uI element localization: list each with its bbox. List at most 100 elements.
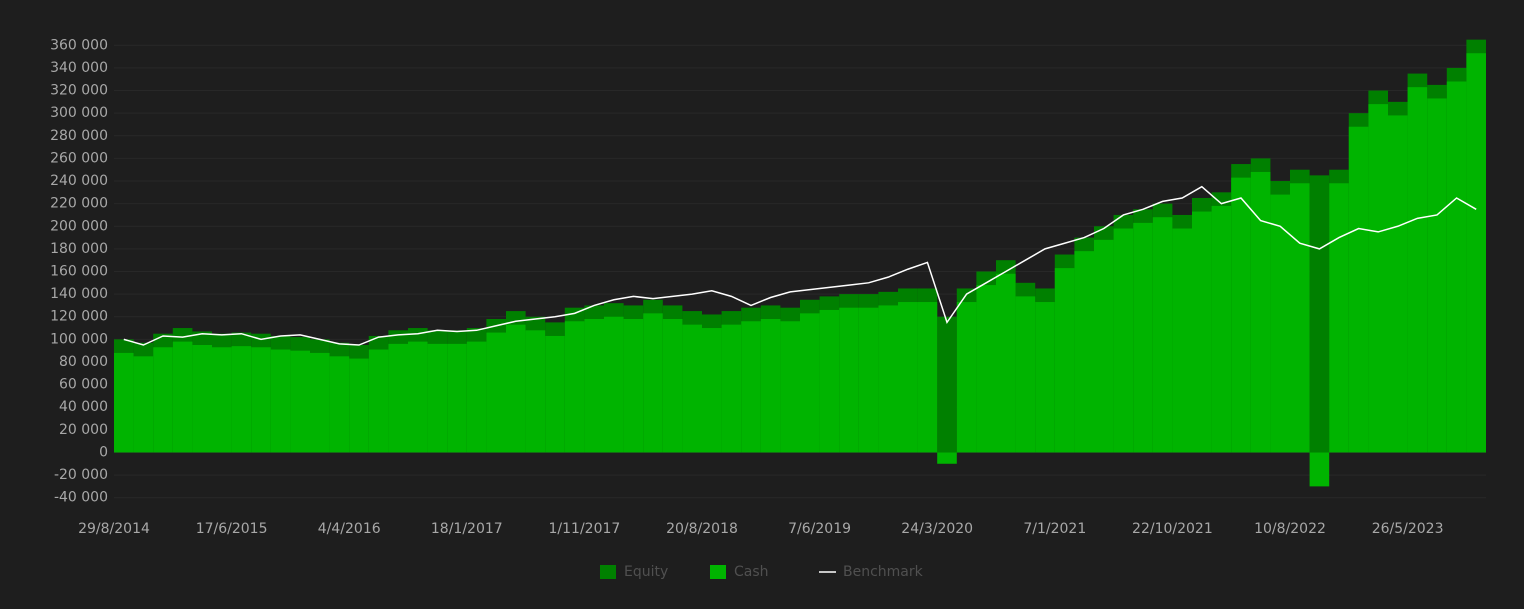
bar xyxy=(466,341,487,453)
bar xyxy=(721,324,742,453)
legend-swatch xyxy=(600,565,616,579)
bar xyxy=(898,302,918,453)
bar xyxy=(1172,228,1192,453)
bar xyxy=(1054,268,1075,453)
bar xyxy=(858,307,879,453)
bar xyxy=(1309,452,1330,487)
bar xyxy=(1250,171,1271,453)
bar xyxy=(780,321,800,453)
x-tick-label: 24/3/2020 xyxy=(901,521,973,537)
bar xyxy=(368,349,389,453)
y-tick-label: 20 000 xyxy=(59,422,108,438)
x-tick-label: 1/11/2017 xyxy=(549,521,621,537)
bar xyxy=(741,321,761,453)
y-tick-label: 120 000 xyxy=(50,309,108,325)
bar xyxy=(1270,194,1290,453)
y-tick-label: 100 000 xyxy=(50,331,108,347)
bar xyxy=(976,285,996,453)
bar xyxy=(878,305,898,453)
y-tick-label: 180 000 xyxy=(50,241,108,257)
bar xyxy=(917,302,938,453)
y-tick-label: -20 000 xyxy=(54,467,108,483)
x-tick-label: 7/6/2019 xyxy=(788,521,851,537)
y-tick-label: 280 000 xyxy=(50,128,108,144)
x-tick-label: 4/4/2016 xyxy=(318,521,381,537)
y-tick-label: 140 000 xyxy=(50,286,108,302)
bar xyxy=(1466,53,1486,453)
bar xyxy=(270,349,291,453)
bar xyxy=(172,341,193,453)
y-tick-label: 60 000 xyxy=(59,377,108,393)
bar xyxy=(1368,104,1388,453)
bar xyxy=(1407,87,1428,453)
bar xyxy=(212,347,232,453)
y-tick-label: 240 000 xyxy=(50,173,108,189)
y-tick-label: 200 000 xyxy=(50,218,108,234)
bar xyxy=(486,332,506,453)
bar xyxy=(662,319,683,453)
bar xyxy=(1231,177,1251,453)
bar xyxy=(1329,183,1349,453)
bar xyxy=(564,321,585,453)
y-tick-label: 340 000 xyxy=(50,60,108,76)
x-tick-label: 7/1/2021 xyxy=(1023,521,1086,537)
legend-label: Benchmark xyxy=(843,564,924,580)
bar xyxy=(133,356,154,453)
bar xyxy=(1427,98,1447,453)
x-tick-label: 26/5/2023 xyxy=(1372,521,1444,537)
bar xyxy=(1035,302,1055,453)
y-tick-label: 300 000 xyxy=(50,105,108,121)
y-tick-label: 260 000 xyxy=(50,150,108,166)
bar xyxy=(1015,296,1036,453)
bar xyxy=(956,302,977,453)
bar xyxy=(192,345,212,453)
legend-label: Equity xyxy=(624,564,668,580)
bar xyxy=(525,330,546,453)
y-tick-label: 360 000 xyxy=(50,37,108,53)
y-tick-label: 40 000 xyxy=(59,399,108,415)
bar xyxy=(427,343,448,453)
bar xyxy=(643,313,663,453)
line xyxy=(123,185,1477,346)
bar xyxy=(1074,251,1094,453)
legend-swatch xyxy=(710,565,726,579)
bar xyxy=(1192,211,1212,453)
bar xyxy=(1211,205,1232,453)
bar xyxy=(1094,239,1114,453)
bar xyxy=(1309,175,1330,453)
bar xyxy=(388,343,408,453)
bar xyxy=(800,313,820,453)
bar xyxy=(937,316,957,453)
y-tick-label: 160 000 xyxy=(50,264,108,280)
x-tick-label: 10/8/2022 xyxy=(1254,521,1326,537)
y-tick-label: 220 000 xyxy=(50,196,108,212)
bar xyxy=(584,319,604,453)
bar xyxy=(251,347,271,453)
y-tick-label: 80 000 xyxy=(59,354,108,370)
bar xyxy=(1113,228,1134,453)
bar xyxy=(839,307,859,453)
bar xyxy=(604,316,624,453)
bar xyxy=(1388,115,1408,453)
bar xyxy=(623,319,644,453)
x-tick-label: 22/10/2021 xyxy=(1132,521,1213,537)
bar xyxy=(506,324,526,453)
bar xyxy=(682,324,702,453)
bar xyxy=(290,350,310,453)
legend: Equity Cash Benchmark xyxy=(600,564,924,580)
y-tick-label: 0 xyxy=(99,444,108,460)
bar xyxy=(1152,217,1173,453)
bar xyxy=(1446,81,1467,453)
bar xyxy=(447,343,467,453)
bar xyxy=(153,347,173,453)
bar xyxy=(996,273,1016,453)
bar xyxy=(760,319,781,453)
x-tick-label: 18/1/2017 xyxy=(431,521,503,537)
y-tick-label: -40 000 xyxy=(54,490,108,506)
bar xyxy=(1290,183,1310,453)
bar xyxy=(1348,126,1369,453)
bar xyxy=(349,358,369,453)
bar xyxy=(114,352,134,453)
